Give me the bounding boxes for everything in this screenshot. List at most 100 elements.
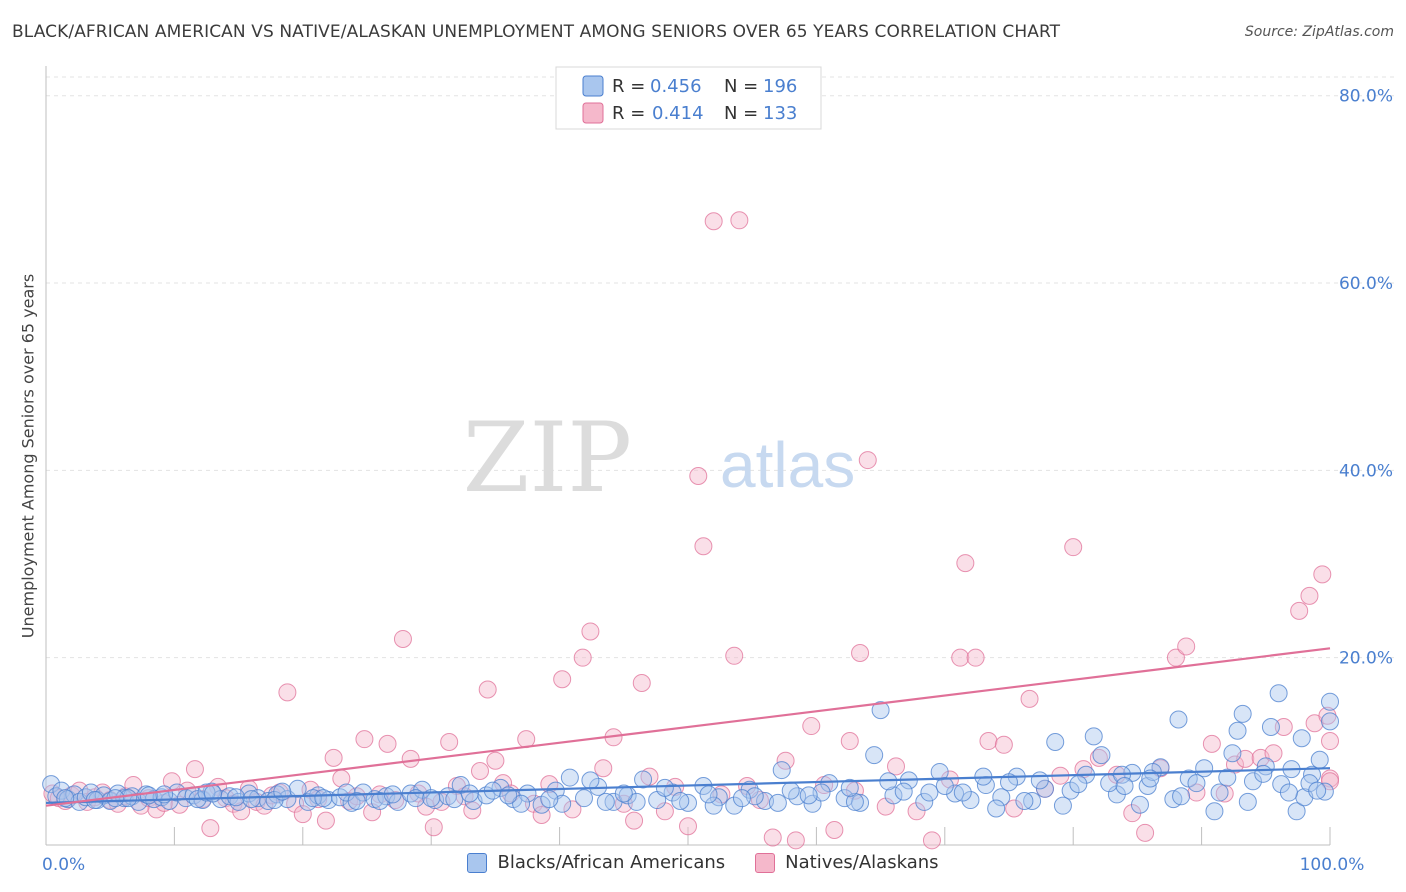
data-point-natives [594, 759, 613, 778]
data-point-blacks [1084, 727, 1103, 746]
data-point-natives [1274, 717, 1293, 736]
legend-swatch-blacks [467, 852, 488, 873]
stats-n-label-pink: N = [724, 103, 758, 124]
data-point-blacks [445, 790, 464, 809]
data-point-natives [1020, 689, 1039, 708]
data-point-natives [694, 537, 713, 556]
data-point-natives [1005, 799, 1024, 818]
legend-swatch-natives [755, 852, 776, 873]
data-point-natives [1177, 637, 1196, 656]
data-point-blacks [1254, 764, 1273, 783]
legend-item-natives[interactable]: Natives/Alaskans [755, 852, 939, 873]
data-point-blacks [1187, 774, 1206, 793]
data-point-natives [1321, 772, 1339, 791]
data-point-blacks [768, 793, 787, 812]
data-point-natives [679, 817, 697, 836]
data-point-blacks [1046, 732, 1065, 751]
axes [45, 66, 1331, 846]
data-point-natives [625, 811, 644, 830]
data-point-blacks [871, 701, 890, 720]
data-point-blacks [422, 789, 441, 808]
data-point-blacks [1210, 783, 1229, 802]
data-point-blacks [1300, 774, 1319, 793]
data-point-blacks [288, 779, 307, 798]
data-point-blacks [1069, 775, 1088, 794]
data-point-blacks [1061, 781, 1080, 800]
data-point-natives [355, 730, 374, 749]
data-point-blacks [242, 790, 261, 809]
data-point-blacks [699, 785, 718, 804]
data-point-blacks [347, 791, 366, 810]
data-point-blacks [772, 761, 791, 780]
tick-labels: 20.0% 40.0% 60.0% 80.0% 0.0% 100.0% [42, 87, 1393, 875]
data-point-natives [966, 648, 985, 667]
trend-line-blacks [45, 767, 1331, 804]
data-point-natives [802, 717, 821, 736]
data-point-blacks [1321, 712, 1339, 731]
data-point-natives [201, 819, 220, 838]
data-point-natives [1089, 748, 1108, 767]
stats-legend: R = 0.456 N = 196 R = 0.414 N = 133 [555, 66, 822, 130]
data-point-natives [532, 806, 551, 825]
stats-n-value-pink: 133 [763, 103, 797, 124]
watermark: ZIP atlas [463, 402, 855, 514]
data-point-blacks [953, 783, 972, 802]
stats-r-value-pink: 0.414 [652, 103, 704, 124]
data-point-natives [689, 466, 708, 485]
data-point-blacks [732, 789, 751, 808]
data-point-blacks [1238, 792, 1257, 811]
stats-r-label-pink: R = [612, 103, 645, 124]
data-point-natives [401, 749, 420, 768]
data-point-natives [887, 757, 906, 776]
legend-item-blacks[interactable]: Blacks/African Americans [467, 852, 725, 873]
data-point-blacks [627, 792, 646, 811]
data-point-natives [763, 828, 782, 847]
data-point-blacks [614, 784, 633, 803]
stats-legend-swatch-blue [582, 75, 604, 97]
data-point-blacks [1261, 717, 1280, 736]
data-point-blacks [1092, 746, 1111, 765]
data-point-blacks [1233, 704, 1252, 723]
data-point-blacks [961, 791, 980, 810]
data-point-blacks [679, 793, 697, 812]
data-point-blacks [1243, 772, 1262, 791]
data-point-natives [704, 212, 723, 231]
data-point-natives [994, 735, 1013, 754]
data-point-natives [1187, 783, 1206, 802]
data-point-natives [494, 774, 513, 793]
chart-title: BLACK/AFRICAN AMERICAN VS NATIVE/ALASKAN… [12, 22, 1061, 42]
data-point-natives [581, 622, 600, 641]
data-point-blacks [865, 746, 884, 765]
trend-line-natives [45, 647, 1331, 807]
data-point-blacks [1023, 791, 1042, 810]
data-point-blacks [1269, 684, 1288, 703]
data-point-natives [553, 670, 572, 689]
data-point-natives [293, 805, 312, 824]
data-point-blacks [574, 789, 593, 808]
data-point-blacks [655, 778, 674, 797]
data-point-natives [316, 811, 335, 830]
series-natives-points [43, 211, 1339, 850]
x-tick-label: 0.0% [42, 855, 85, 875]
data-point-natives [851, 644, 870, 662]
data-point-blacks [1030, 771, 1049, 790]
data-point-natives [1290, 601, 1309, 620]
data-point-blacks [1115, 776, 1134, 795]
gridlines [46, 76, 1395, 659]
data-point-blacks [671, 791, 690, 810]
stats-n-value-blue: 196 [763, 76, 797, 97]
data-point-natives [951, 648, 970, 667]
data-point-natives [378, 734, 397, 753]
data-point-blacks [781, 781, 800, 800]
data-point-blacks [1169, 710, 1188, 729]
series-blacks-points [42, 684, 1339, 821]
data-point-blacks [119, 789, 138, 808]
data-point-natives [393, 629, 412, 648]
data-point-blacks [992, 788, 1011, 807]
data-point-blacks [709, 788, 728, 807]
data-point-blacks [915, 792, 934, 811]
data-point-natives [1136, 823, 1155, 842]
data-point-blacks [314, 789, 333, 808]
data-point-natives [424, 818, 443, 837]
